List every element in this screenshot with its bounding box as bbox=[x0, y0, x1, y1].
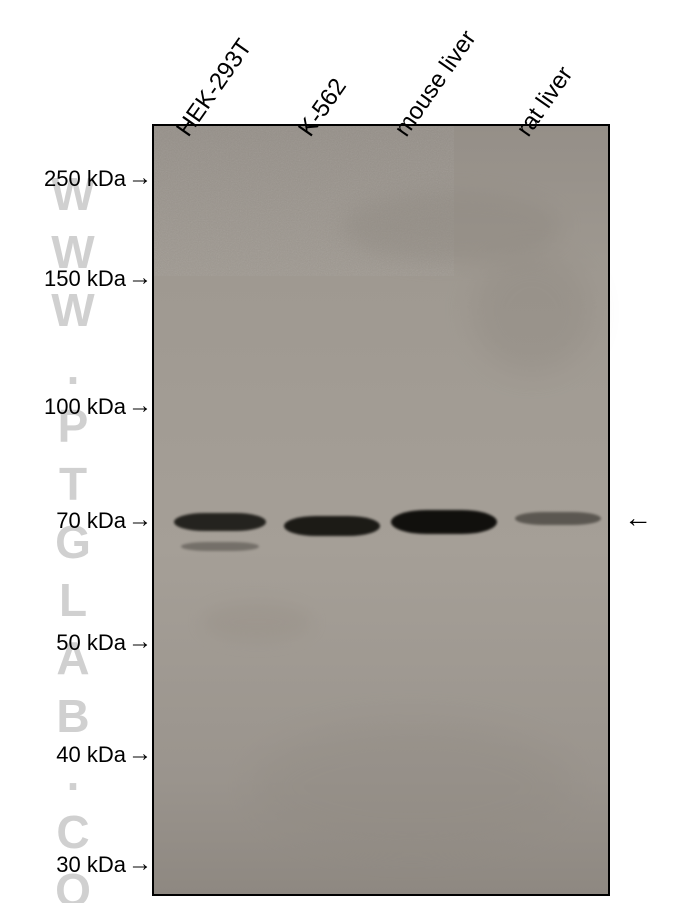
mw-marker-label: 50 kDa bbox=[56, 630, 126, 656]
mw-marker-label: 100 kDa bbox=[44, 394, 126, 420]
mw-marker-arrow-icon: → bbox=[128, 740, 152, 768]
mw-marker-label: 30 kDa bbox=[56, 852, 126, 878]
membrane-smudge bbox=[472, 252, 592, 372]
mw-marker-arrow-icon: → bbox=[128, 264, 152, 292]
mw-marker-arrow-icon: → bbox=[128, 628, 152, 656]
protein-band bbox=[174, 513, 266, 531]
mw-marker-label: 150 kDa bbox=[44, 266, 126, 292]
figure-container: WWW.PTGLAB.COM ← 250 kDa→150 kDa→100 kDa… bbox=[0, 0, 680, 903]
mw-marker-arrow-icon: → bbox=[128, 164, 152, 192]
membrane-smudge bbox=[252, 722, 572, 852]
mw-marker-label: 250 kDa bbox=[44, 166, 126, 192]
mw-marker-label: 70 kDa bbox=[56, 508, 126, 534]
mw-marker-label: 40 kDa bbox=[56, 742, 126, 768]
mw-marker-arrow-icon: → bbox=[128, 850, 152, 878]
protein-band bbox=[391, 510, 497, 534]
protein-band bbox=[181, 542, 259, 551]
mw-marker-arrow-icon: → bbox=[128, 506, 152, 534]
protein-band bbox=[284, 516, 380, 536]
target-band-arrow-icon: ← bbox=[624, 502, 652, 534]
membrane-smudge bbox=[202, 602, 312, 642]
mw-marker-arrow-icon: → bbox=[128, 392, 152, 420]
protein-band bbox=[515, 512, 601, 525]
blot-membrane bbox=[152, 124, 610, 896]
